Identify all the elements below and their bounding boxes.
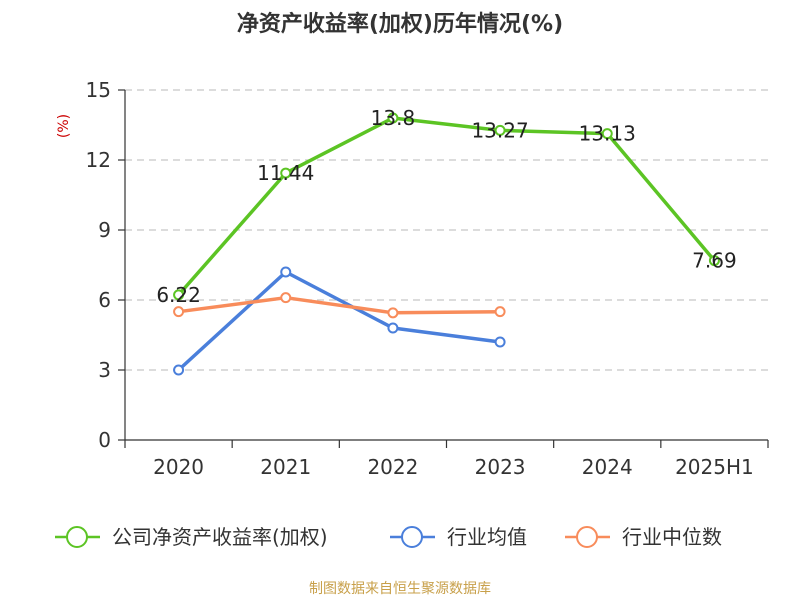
x-tick-label-2023: 2023 [475, 455, 526, 479]
series-2-point-3 [494, 306, 506, 318]
legend-label-2: 行业中位数 [622, 525, 722, 549]
legend-label-1: 行业均值 [447, 525, 527, 549]
axes: 0 3 6 9 12 15 2020 2021 2022 2023 2024 2025H1 [86, 78, 769, 479]
series-0-point-1 [280, 167, 292, 179]
x-tick-label-2022: 2022 [367, 455, 418, 479]
legend: 公司净资产收益率(加权) 行业均值 行业中位数 [55, 525, 722, 549]
series-line-0 [176, 116, 717, 297]
series-1-point-3 [494, 336, 506, 348]
series-1-point-1 [280, 266, 292, 278]
legend-marker-1 [401, 526, 423, 548]
series-line-2 [176, 295, 502, 315]
series-0-point-0 [173, 289, 185, 301]
chart-title: 净资产收益率(加权)历年情况(%) [236, 12, 564, 37]
data-label-2023: 13.27 [471, 118, 528, 142]
data-label-2020: 6.22 [156, 283, 201, 307]
series-layer [173, 112, 720, 376]
data-label-2024: 13.13 [579, 122, 636, 146]
x-tick-label-2024: 2024 [582, 455, 633, 479]
y-axis-unit-label: (%) [56, 114, 72, 138]
x-tick-label-2021: 2021 [260, 455, 311, 479]
y-tick-label-9: 9 [98, 218, 111, 242]
series-0-point-5 [708, 255, 720, 267]
series-1-point-2 [387, 322, 399, 334]
data-label-2021: 11.44 [257, 161, 314, 185]
legend-marker-0 [66, 526, 88, 548]
y-tick-label-12: 12 [86, 148, 111, 172]
legend-label-0: 公司净资产收益率(加权) [112, 525, 328, 549]
x-tick-label-2020: 2020 [153, 455, 204, 479]
data-labels: 6.22 11.44 13.8 13.27 13.13 7.69 [156, 106, 736, 307]
y-tick-label-0: 0 [98, 428, 111, 452]
series-2-point-2 [387, 307, 399, 319]
legend-marker-2 [576, 526, 598, 548]
series-2-point-0 [173, 306, 185, 318]
data-label-2022: 13.8 [371, 106, 416, 130]
series-0-point-2 [387, 112, 399, 124]
y-tick-label-3: 3 [98, 358, 111, 382]
series-0-point-3 [494, 124, 506, 136]
y-tick-label-6: 6 [98, 288, 111, 312]
series-0-point-4 [601, 128, 613, 140]
data-label-2025H1: 7.69 [692, 249, 737, 273]
series-line-1 [176, 270, 502, 372]
x-tick-label-2025H1: 2025H1 [675, 455, 754, 479]
source-note: 制图数据来自恒生聚源数据库 [309, 581, 491, 597]
series-2-point-1 [280, 292, 292, 304]
series-1-point-0 [173, 364, 185, 376]
y-tick-label-15: 15 [86, 78, 111, 102]
grid-lines [125, 89, 768, 371]
